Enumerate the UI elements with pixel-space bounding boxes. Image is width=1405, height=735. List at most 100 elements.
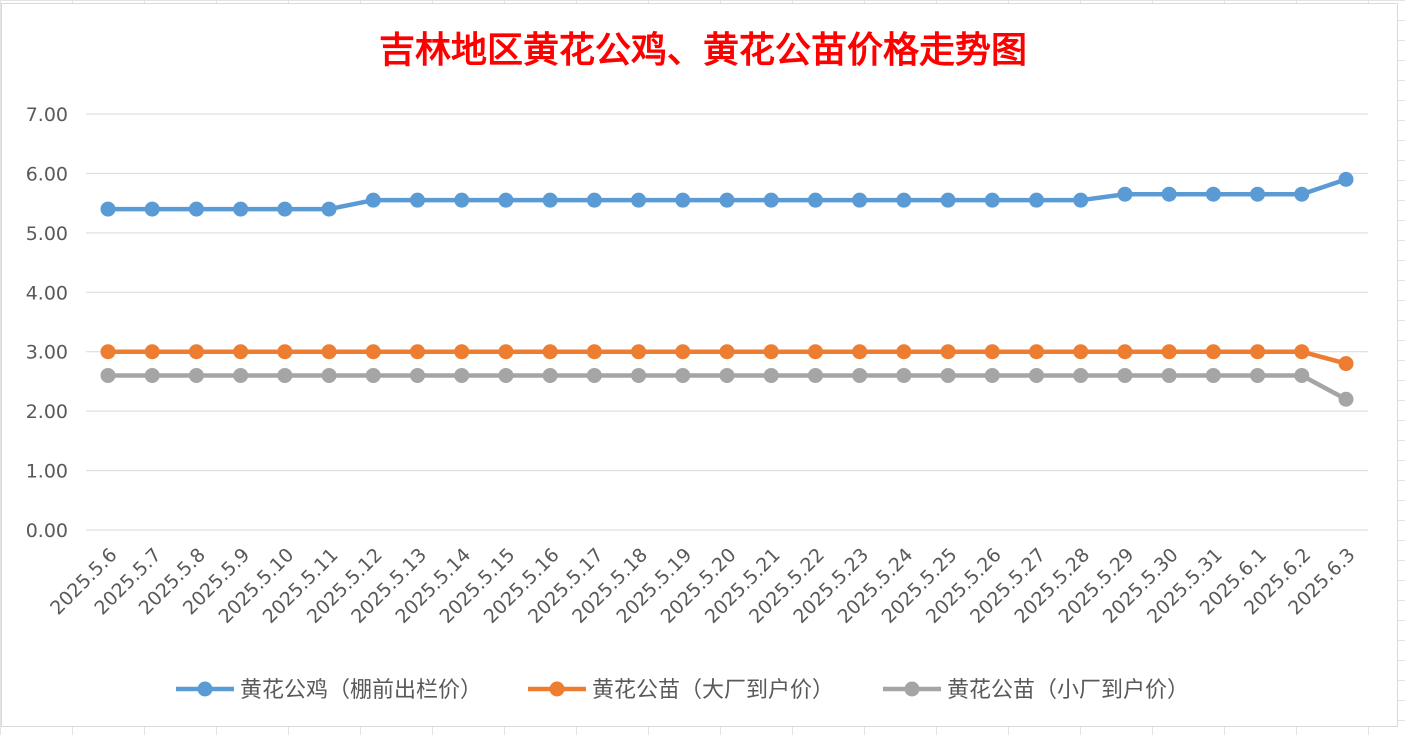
data-point[interactable] [233,344,249,360]
data-point[interactable] [763,367,779,383]
data-point[interactable] [719,192,735,208]
data-point[interactable] [940,367,956,383]
data-point[interactable] [631,344,647,360]
data-point[interactable] [807,192,823,208]
data-point[interactable] [1073,367,1089,383]
data-point[interactable] [1338,356,1354,372]
data-point[interactable] [940,192,956,208]
data-point[interactable] [586,192,602,208]
data-point[interactable] [233,367,249,383]
series-2 [100,344,1354,372]
data-point[interactable] [365,192,381,208]
data-point[interactable] [188,201,204,217]
data-point[interactable] [321,201,337,217]
data-point[interactable] [498,367,514,383]
data-point[interactable] [410,192,425,208]
data-point[interactable] [1117,367,1133,383]
data-point[interactable] [1338,171,1354,187]
data-point[interactable] [896,192,912,208]
data-point[interactable] [896,367,912,383]
data-point[interactable] [1029,192,1044,208]
data-point[interactable] [144,201,160,217]
data-point[interactable] [410,367,425,383]
data-point[interactable] [852,192,868,208]
data-point[interactable] [807,367,823,383]
data-point[interactable] [498,344,514,360]
data-point[interactable] [852,344,868,360]
data-point[interactable] [984,344,1000,360]
data-point[interactable] [719,344,735,360]
data-point[interactable] [1073,344,1089,360]
data-point[interactable] [498,192,514,208]
data-point[interactable] [1205,186,1221,202]
data-point[interactable] [763,192,779,208]
data-point[interactable] [763,344,779,360]
data-point[interactable] [852,367,868,383]
legend-item-1[interactable]: 黄花公鸡（棚前出栏价） [176,678,482,703]
data-point[interactable] [454,367,470,383]
data-point[interactable] [277,344,293,360]
data-point[interactable] [1117,344,1133,360]
data-point[interactable] [1250,344,1266,360]
data-point[interactable] [1029,367,1044,383]
data-point[interactable] [631,192,647,208]
data-point[interactable] [542,367,558,383]
data-point[interactable] [984,192,1000,208]
data-point[interactable] [1294,186,1310,202]
data-point[interactable] [1250,186,1266,202]
data-point[interactable] [1294,344,1310,360]
data-point[interactable] [454,192,470,208]
data-point[interactable] [365,367,381,383]
data-point[interactable] [586,344,602,360]
data-point[interactable] [631,367,647,383]
data-point[interactable] [1029,344,1044,360]
legend-item-3[interactable]: 黄花公苗（小厂到户价） [883,678,1189,703]
series-3 [100,367,1354,407]
data-point[interactable] [410,344,425,360]
data-point[interactable] [188,344,204,360]
data-point[interactable] [1338,391,1354,407]
legend-item-2[interactable]: 黄花公苗（大厂到户价） [528,678,834,703]
data-point[interactable] [586,367,602,383]
data-point[interactable] [896,344,912,360]
data-point[interactable] [1250,367,1266,383]
data-point[interactable] [188,367,204,383]
data-point[interactable] [454,344,470,360]
data-point[interactable] [1294,367,1310,383]
data-point[interactable] [940,344,956,360]
data-point[interactable] [144,367,160,383]
chart-area[interactable] [1,3,1398,727]
data-point[interactable] [1205,344,1221,360]
data-point[interactable] [542,344,558,360]
data-point[interactable] [100,201,116,217]
data-point[interactable] [100,367,116,383]
data-point[interactable] [365,344,381,360]
data-point[interactable] [1161,367,1177,383]
data-point[interactable] [675,367,691,383]
data-point[interactable] [321,367,337,383]
data-point[interactable] [277,367,293,383]
gridlines [86,113,1368,531]
y-tick-label: 5.00 [26,223,68,245]
data-point[interactable] [1205,367,1221,383]
y-tick-label: 4.00 [26,282,68,304]
data-point[interactable] [277,201,293,217]
legend-marker [904,681,920,697]
data-point[interactable] [100,344,116,360]
legend-label: 黄花公苗（大厂到户价） [592,678,834,703]
data-point[interactable] [542,192,558,208]
data-point[interactable] [1161,186,1177,202]
data-point[interactable] [675,192,691,208]
y-tick-label: 3.00 [26,342,68,364]
data-point[interactable] [1161,344,1177,360]
data-point[interactable] [719,367,735,383]
data-point[interactable] [984,367,1000,383]
data-point[interactable] [233,201,249,217]
data-point[interactable] [1117,186,1133,202]
data-point[interactable] [144,344,160,360]
data-point[interactable] [807,344,823,360]
data-point[interactable] [1073,192,1089,208]
data-point[interactable] [675,344,691,360]
data-point[interactable] [321,344,337,360]
